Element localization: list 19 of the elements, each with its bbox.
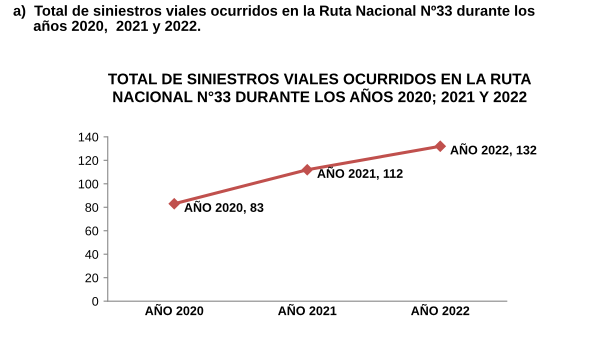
chart-title: TOTAL DE SINIESTROS VIALES OCURRIDOS EN LA RUTA NACIONAL N°33 DURANTE LOS AÑOS 2020; 2021 Y 2022: [108, 74, 532, 104]
y-tick-label: 80: [85, 203, 98, 212]
y-tick-label: 0: [92, 296, 98, 306]
data-label: AÑO 2022, 132: [450, 143, 536, 156]
text: a) Total de siniestros viales ocurridos en la Ruta Nacional Nº33 durante los años 2020, 2021 y 2022.: [13, 5, 535, 34]
y-tick-label: 20: [85, 273, 98, 282]
x-tick-label: AÑO 2022: [411, 304, 470, 316]
y-tick-label: 60: [85, 226, 98, 236]
y-tick-label: 140: [78, 132, 98, 142]
x-tick-label: AÑO 2020: [145, 304, 204, 316]
data-label: AÑO 2021, 112: [317, 166, 403, 180]
point: [434, 140, 446, 152]
point: [168, 198, 180, 210]
y-tick-label: 40: [85, 250, 98, 259]
point: [302, 164, 313, 176]
y-tick-label: 100: [78, 180, 98, 188]
y-tick-label: 120: [78, 156, 98, 165]
data-label: AÑO 2020, 83: [184, 200, 264, 214]
x-tick-label: AÑO 2021: [278, 304, 336, 316]
